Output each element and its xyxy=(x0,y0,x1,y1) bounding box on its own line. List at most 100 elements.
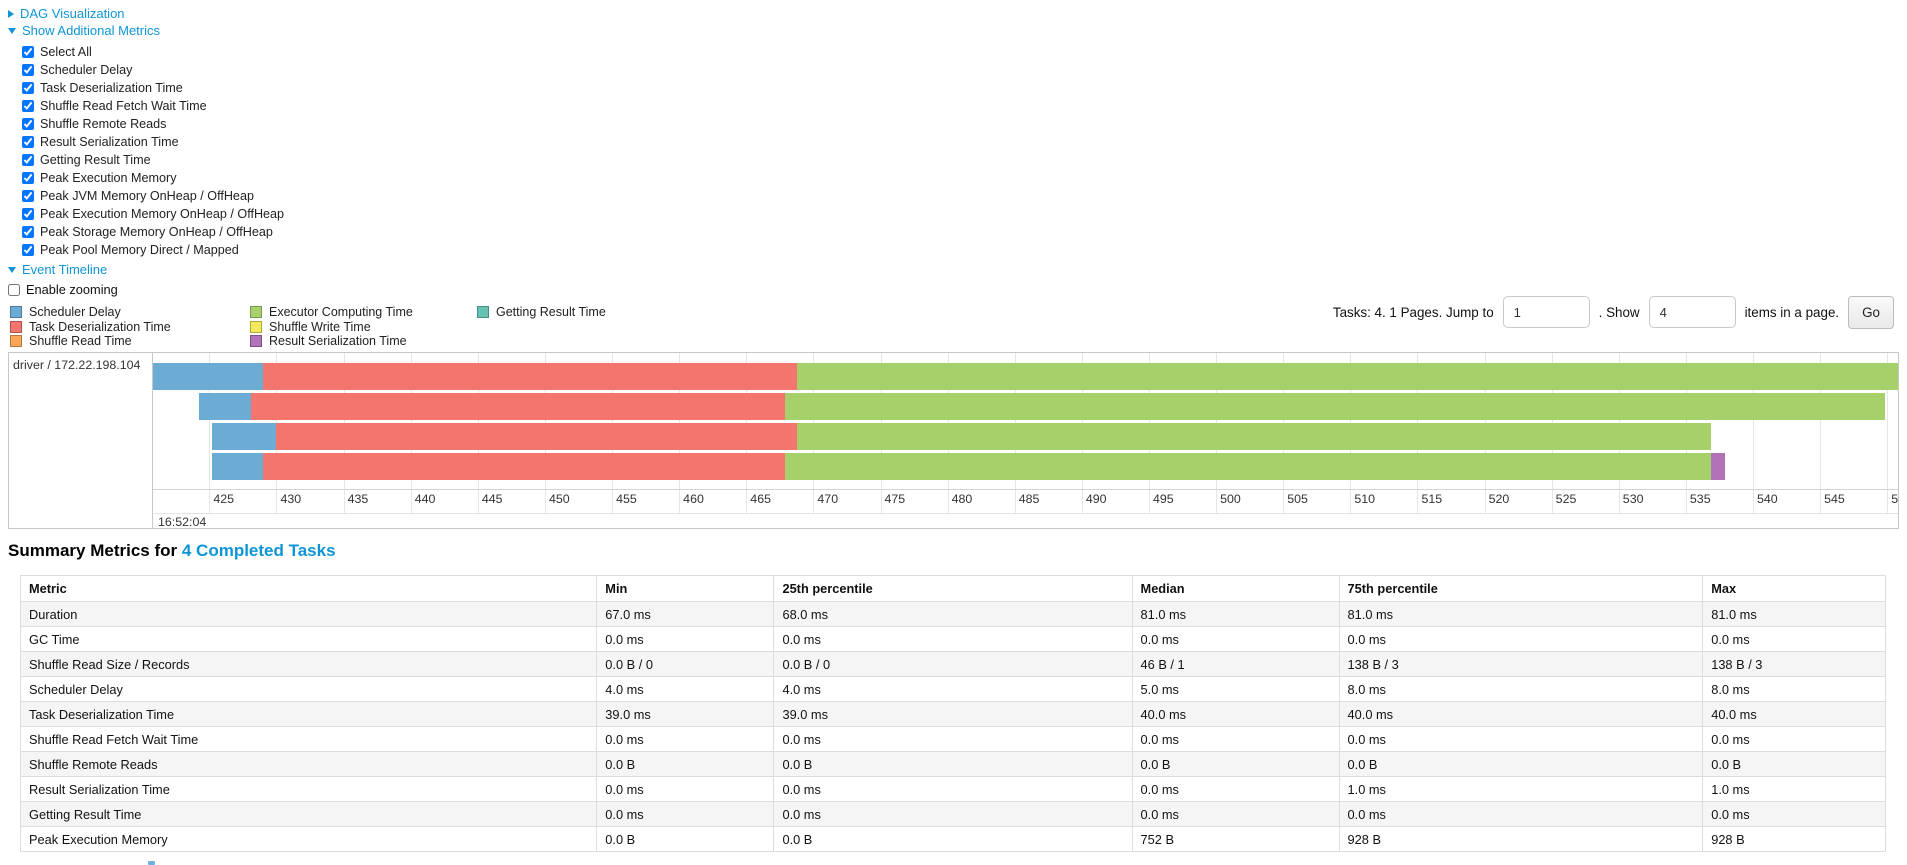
task-3-segment-executor-computing-time[interactable] xyxy=(797,423,1712,450)
metric-value-cell: 0.0 ms xyxy=(596,776,775,802)
go-button[interactable]: Go xyxy=(1848,295,1894,329)
items-per-page-input[interactable] xyxy=(1648,296,1736,328)
metric-checkbox-row-shuffle-remote-reads[interactable]: Shuffle Remote Reads xyxy=(22,115,284,133)
axis-tick-label: 450 xyxy=(548,492,570,506)
task-3-segment-task-deserialization-time[interactable] xyxy=(276,423,798,450)
axis-tick-label: 515 xyxy=(1421,492,1443,506)
metric-label: Getting Result Time xyxy=(40,153,151,167)
metric-checkbox-row-peak-execution-memory[interactable]: Peak Execution Memory xyxy=(22,169,284,187)
metric-value-cell: 0.0 ms xyxy=(596,801,775,827)
metric-value-cell: 0.0 B / 0 xyxy=(596,651,775,677)
pagination-summary-text: Tasks: 4. 1 Pages. Jump to xyxy=(1332,304,1494,320)
event-timeline-chart: driver / 172.22.198.104 425 430 435 440 445 4… xyxy=(8,352,1899,529)
metric-label: Peak Execution Memory OnHeap / OffHeap xyxy=(40,207,285,221)
metric-checkbox-row-peak-execution-memory-onheap-offheap[interactable]: Peak Execution Memory OnHeap / OffHeap xyxy=(22,205,284,223)
checkbox-result-serialization-time[interactable] xyxy=(22,136,34,148)
dag-visualization-toggle[interactable]: DAG Visualization xyxy=(8,5,284,22)
axis-tick-label: 520 xyxy=(1488,492,1510,506)
enable-zooming-checkbox[interactable] xyxy=(8,283,20,296)
chevron-down-icon xyxy=(8,266,16,273)
metric-checkbox-row-getting-result-time[interactable]: Getting Result Time xyxy=(22,151,284,169)
metric-value-cell: 0.0 B xyxy=(1338,751,1704,777)
metric-checkbox-row-select-all[interactable]: Select All xyxy=(22,43,284,61)
legend-item-result-serialization-time: Result Serialization Time xyxy=(250,334,413,349)
checkbox-getting-result-time[interactable] xyxy=(22,154,34,166)
metric-value-cell: 0.0 B / 0 xyxy=(773,651,1133,677)
task-1-segment-executor-computing-time[interactable] xyxy=(797,363,1898,390)
metric-value-cell: 0.0 B xyxy=(1702,751,1886,777)
axis-tick-label: 545 xyxy=(1824,492,1845,506)
axis-tick-label: 440 xyxy=(414,492,436,506)
task-3-segment-scheduler-delay[interactable] xyxy=(212,423,277,450)
metric-name-cell: Peak Execution Memory xyxy=(19,826,598,852)
task-4-segment-scheduler-delay[interactable] xyxy=(212,453,264,480)
checkbox-shuffle-read-fetch-wait-time[interactable] xyxy=(22,100,34,112)
event-timeline-link[interactable]: Event Timeline xyxy=(22,262,108,277)
task-2-segment-scheduler-delay[interactable] xyxy=(198,393,251,420)
enable-zooming-checkbox-row[interactable]: Enable zooming xyxy=(8,281,118,298)
metric-value-cell: 0.0 ms xyxy=(1131,626,1340,652)
axis-tick-label: 475 xyxy=(884,492,906,506)
metric-value-cell: 0.0 ms xyxy=(1338,726,1704,752)
checkbox-peak-storage-memory-onheap-offheap[interactable] xyxy=(22,226,34,238)
completed-tasks-link[interactable]: 4 Completed Tasks xyxy=(181,541,336,560)
checkbox-peak-pool-memory-direct-mapped[interactable] xyxy=(22,244,34,256)
checkbox-peak-execution-memory-onheap-offheap[interactable] xyxy=(22,208,34,220)
metric-value-cell: 8.0 ms xyxy=(1338,676,1704,702)
metric-value-cell: 0.0 ms xyxy=(1131,801,1340,827)
event-timeline-toggle[interactable]: Event Timeline xyxy=(8,261,284,278)
metric-value-cell: 138 B / 3 xyxy=(1702,651,1886,677)
metric-value-cell: 0.0 ms xyxy=(596,626,775,652)
metric-name-cell: Shuffle Read Fetch Wait Time xyxy=(19,726,598,752)
metric-value-cell: 1.0 ms xyxy=(1702,776,1886,802)
metric-checkbox-row-result-serialization-time[interactable]: Result Serialization Time xyxy=(22,133,284,151)
column-header-metric: Metric xyxy=(19,575,598,602)
axis-tick-label: 480 xyxy=(951,492,973,506)
metric-checkbox-row-task-deserialization-time[interactable]: Task Deserialization Time xyxy=(22,79,284,97)
metric-value-cell: 81.0 ms xyxy=(1131,601,1340,627)
task-4-segment-executor-computing-time[interactable] xyxy=(785,453,1712,480)
metric-checkbox-row-peak-jvm-memory-onheap-offheap[interactable]: Peak JVM Memory OnHeap / OffHeap xyxy=(22,187,284,205)
task-2-segment-executor-computing-time[interactable] xyxy=(785,393,1885,420)
checkbox-peak-execution-memory[interactable] xyxy=(22,172,34,184)
pagination-items-text: items in a page. xyxy=(1744,304,1840,320)
axis-tick-label: 550 xyxy=(1891,492,1898,506)
column-header-min: Min xyxy=(596,575,775,602)
dag-visualization-link[interactable]: DAG Visualization xyxy=(20,6,125,21)
metric-value-cell: 40.0 ms xyxy=(1131,701,1340,727)
legend-swatch-icon xyxy=(10,335,22,348)
metric-value-cell: 0.0 B xyxy=(773,826,1133,852)
metric-label: Select All xyxy=(40,45,92,59)
jump-to-page-input[interactable] xyxy=(1502,296,1590,328)
task-1-segment-task-deserialization-time[interactable] xyxy=(263,363,798,390)
metric-value-cell: 40.0 ms xyxy=(1702,701,1886,727)
metric-checkbox-row-peak-pool-memory-direct-mapped[interactable]: Peak Pool Memory Direct / Mapped xyxy=(22,241,284,259)
legend-label: Scheduler Delay xyxy=(29,305,121,320)
table-row-gc-time: GC Time 0.0 ms 0.0 ms 0.0 ms 0.0 ms 0.0 ms xyxy=(19,626,1886,652)
executor-label: driver / 172.22.198.104 xyxy=(13,358,141,372)
task-4-segment-result-serialization-time[interactable] xyxy=(1711,453,1725,480)
metric-checkbox-row-scheduler-delay[interactable]: Scheduler Delay xyxy=(22,61,284,79)
metric-checkbox-row-peak-storage-memory-onheap-offheap[interactable]: Peak Storage Memory OnHeap / OffHeap xyxy=(22,223,284,241)
table-row-shuffle-read-size-records: Shuffle Read Size / Records 0.0 B / 0 0.0 … xyxy=(19,651,1886,677)
checkbox-scheduler-delay[interactable] xyxy=(22,64,34,76)
metric-value-cell: 81.0 ms xyxy=(1702,601,1886,627)
task-1-segment-scheduler-delay[interactable] xyxy=(153,363,264,390)
checkbox-task-deserialization-time[interactable] xyxy=(22,82,34,94)
metric-checkbox-row-shuffle-read-fetch-wait-time[interactable]: Shuffle Read Fetch Wait Time xyxy=(22,97,284,115)
show-additional-metrics-link[interactable]: Show Additional Metrics xyxy=(22,23,161,38)
task-4-segment-task-deserialization-time[interactable] xyxy=(263,453,786,480)
table-row-peak-execution-memory: Peak Execution Memory 0.0 B 0.0 B 752 B 928 … xyxy=(19,826,1886,852)
axis-tick-label: 505 xyxy=(1287,492,1308,506)
show-additional-metrics-toggle[interactable]: Show Additional Metrics xyxy=(8,22,284,39)
legend-swatch-icon xyxy=(10,306,22,319)
metric-value-cell: 0.0 B xyxy=(1131,751,1340,777)
checkbox-shuffle-remote-reads[interactable] xyxy=(22,118,34,130)
checkbox-select-all[interactable] xyxy=(22,46,34,58)
legend-label: Getting Result Time xyxy=(496,305,606,320)
checkbox-peak-jvm-memory-onheap-offheap[interactable] xyxy=(22,190,34,202)
table-row-shuffle-read-fetch-wait-time: Shuffle Read Fetch Wait Time 0.0 ms 0.0 ms… xyxy=(19,726,1886,752)
task-2-segment-task-deserialization-time[interactable] xyxy=(250,393,786,420)
pagination-show-text: . Show xyxy=(1598,304,1640,320)
metric-name-cell: Getting Result Time xyxy=(19,801,598,827)
